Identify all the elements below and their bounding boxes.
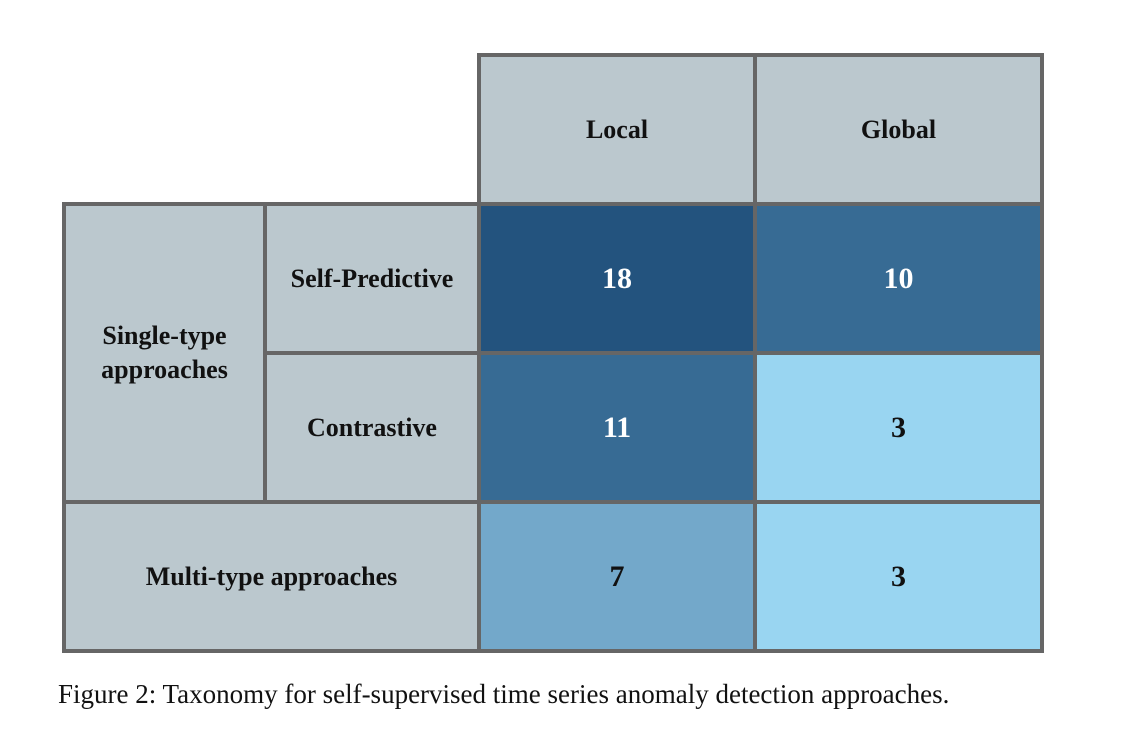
cell-contrastive-local-value: 11 — [602, 410, 632, 444]
column-header-global-label: Global — [860, 114, 937, 144]
cell-contrastive-global: 3 — [753, 351, 1044, 504]
figure-caption: Figure 2: Taxonomy for self-supervised t… — [58, 679, 950, 709]
column-header-local: Local — [477, 53, 757, 206]
column-header-local-label: Local — [585, 114, 649, 144]
cell-self-predictive-local-value: 18 — [602, 261, 632, 295]
row-header-contrastive: Contrastive — [263, 351, 481, 504]
cell-multi-local: 7 — [477, 500, 757, 653]
cell-contrastive-global-value: 3 — [891, 410, 906, 444]
row-group-single-type-line-1: Single-type — [102, 321, 227, 350]
cell-self-predictive-global-value: 10 — [883, 261, 914, 295]
row-group-single-type: Single-type approaches — [62, 202, 267, 504]
cell-contrastive-local: 11 — [477, 351, 757, 504]
cell-multi-global: 3 — [753, 500, 1044, 653]
row-header-self-predictive: Self-Predictive — [263, 202, 481, 355]
row-header-contrastive-label: Contrastive — [307, 412, 437, 442]
cell-self-predictive-global: 10 — [753, 202, 1044, 355]
row-group-single-type-label: Single-type approaches — [101, 319, 228, 387]
row-group-multi-type-label: Multi-type approaches — [145, 561, 398, 591]
row-header-self-predictive-label: Self-Predictive — [290, 263, 454, 293]
row-group-single-type-line-2: approaches — [101, 355, 228, 384]
column-header-global: Global — [753, 53, 1044, 206]
cell-multi-local-value: 7 — [609, 559, 625, 593]
cell-self-predictive-local: 18 — [477, 202, 757, 355]
row-group-multi-type: Multi-type approaches — [62, 500, 481, 653]
cell-multi-global-value: 3 — [891, 559, 906, 593]
